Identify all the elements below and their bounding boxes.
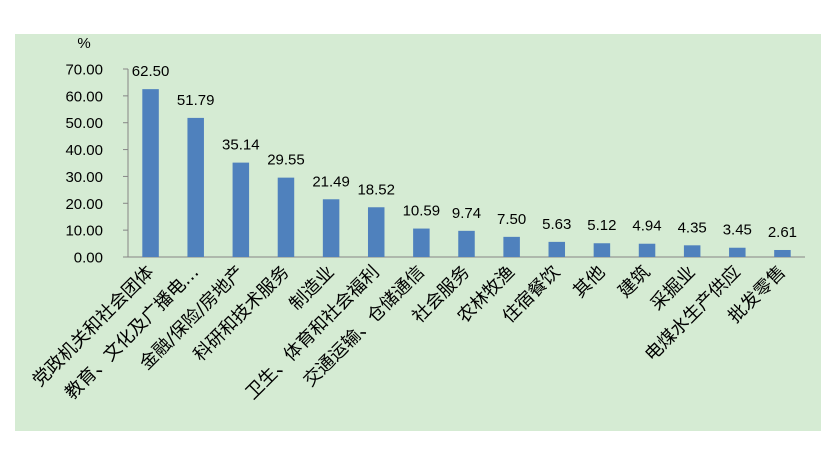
- bar: [458, 230, 475, 257]
- bar: [413, 228, 430, 257]
- value-label: 9.74: [452, 205, 481, 222]
- y-tick-label: 30.00: [65, 169, 103, 186]
- y-tick-label: 70.00: [65, 62, 103, 79]
- bar: [367, 207, 385, 257]
- bar: [593, 243, 611, 257]
- value-label: 29.55: [267, 152, 305, 169]
- y-tick-label: 50.00: [65, 115, 103, 132]
- value-label: 5.63: [542, 216, 571, 233]
- bar: [503, 236, 520, 257]
- value-label: 4.94: [632, 218, 661, 235]
- value-label: 2.61: [768, 224, 797, 241]
- y-axis-unit: %: [77, 35, 90, 52]
- bars: [142, 89, 791, 258]
- y-tick-label: 40.00: [65, 142, 103, 159]
- y-tick-label: 20.00: [65, 196, 103, 213]
- value-label: 62.50: [132, 63, 170, 80]
- value-label: 4.35: [678, 219, 707, 236]
- y-tick-label: 60.00: [65, 88, 103, 105]
- value-label: 5.12: [587, 217, 616, 234]
- bar: [187, 117, 204, 257]
- value-labels: 62.50 51.79 35.14 29.55 21.49 18.52 10.59 9.74 7…: [132, 63, 797, 241]
- bar: [277, 177, 295, 257]
- bar: [729, 247, 746, 257]
- bar: [322, 199, 340, 257]
- bar: [548, 241, 566, 257]
- value-label: 18.52: [357, 181, 395, 198]
- y-axis-ticks: 0.00 10.00 20.00 30.00 40.00 50.00 60.00 70.00: [65, 62, 128, 267]
- value-label: 35.14: [222, 137, 260, 154]
- value-label: 21.49: [312, 173, 350, 190]
- value-label: 51.79: [177, 92, 215, 109]
- bar: [774, 249, 791, 257]
- y-tick-label: 0.00: [74, 250, 103, 267]
- value-label: 7.50: [497, 211, 526, 228]
- value-label: 10.59: [403, 203, 441, 220]
- bar: [142, 89, 159, 258]
- bar: [683, 245, 701, 257]
- bar: [232, 162, 250, 257]
- bar: [638, 243, 656, 257]
- y-tick-label: 10.00: [65, 223, 103, 240]
- value-label: 3.45: [723, 222, 752, 239]
